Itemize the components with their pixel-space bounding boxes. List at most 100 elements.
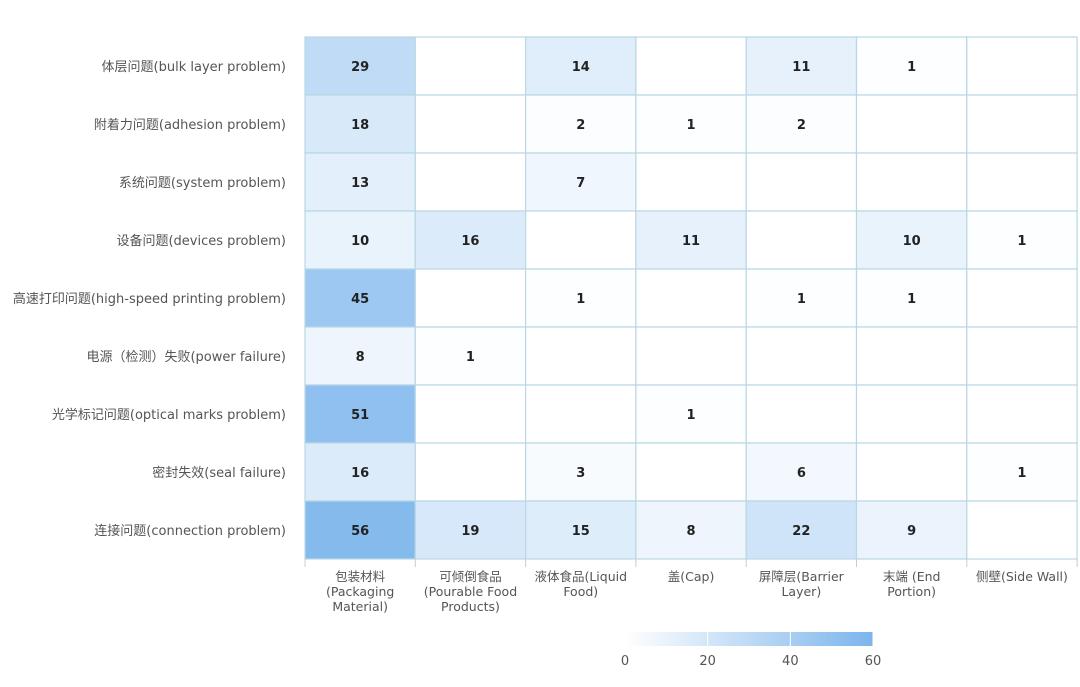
heatmap-cell xyxy=(635,94,747,154)
column-labels: 包装材料(Packaging Material) 可倾倒食品(Pourable Fo… xyxy=(304,559,1078,614)
heatmap-cell xyxy=(855,152,968,212)
column-label: 盖(Cap) xyxy=(668,569,715,584)
legend-tick-label: 60 xyxy=(865,654,882,669)
heatmap-cell xyxy=(966,384,1078,444)
cell-value-label: 16 xyxy=(461,234,479,249)
cell-value-label: 6 xyxy=(797,466,806,481)
heatmap-cell xyxy=(304,442,416,502)
cell-value-label: 8 xyxy=(356,350,365,365)
heatmap-cell xyxy=(635,36,747,96)
column-label-line: Portion) xyxy=(887,584,936,599)
cell-value-label: 29 xyxy=(351,60,369,75)
cell-value-label: 1 xyxy=(1017,466,1026,481)
heatmap-cell xyxy=(745,94,858,154)
heatmap-cell xyxy=(524,442,637,502)
row-label: 密封失效(seal failure) xyxy=(152,465,286,481)
heatmap-cell xyxy=(524,36,637,96)
cell-value-label: 1 xyxy=(466,350,475,365)
row-label: 连接问题(connection problem) xyxy=(94,523,286,539)
heatmap-cell xyxy=(966,268,1078,328)
heatmap-cell xyxy=(414,384,527,444)
heatmap-cell xyxy=(855,500,968,560)
cell-value-label: 7 xyxy=(576,176,585,191)
cell-value-label: 1 xyxy=(797,292,806,307)
heatmap-cell xyxy=(414,210,527,270)
column-label-line: 末端 (End xyxy=(883,569,941,584)
column-label-line: 侧壁(Side Wall) xyxy=(976,569,1068,584)
column-label: 侧壁(Side Wall) xyxy=(976,569,1068,584)
cell-value-label: 10 xyxy=(903,234,921,249)
column-label: 包装材料(Packaging Material) xyxy=(326,569,394,614)
column-label: 液体食品(Liquid Food) xyxy=(534,569,627,599)
heatmap-cell xyxy=(745,152,858,212)
legend-gradient-bar xyxy=(625,632,873,646)
heatmap-cell xyxy=(745,36,858,96)
heatmap-cell xyxy=(524,500,637,560)
color-legend: 0 20 40 60 xyxy=(621,632,881,669)
heatmap-cell xyxy=(635,268,747,328)
column-label-line: 屏障层(Barrier xyxy=(759,569,845,584)
column-label-line: 液体食品(Liquid xyxy=(534,569,627,584)
column-label-line: Products) xyxy=(441,599,500,614)
column-label-line: Material) xyxy=(332,599,388,614)
heatmap-cell xyxy=(966,442,1078,502)
legend-tick-label: 0 xyxy=(621,654,629,669)
cell-value-label: 56 xyxy=(351,524,369,539)
cell-value-label: 2 xyxy=(576,118,585,133)
heatmap-cell xyxy=(414,152,527,212)
heatmap-cell xyxy=(745,442,858,502)
heatmap-cell xyxy=(414,36,527,96)
cell-value-label: 1 xyxy=(687,408,696,423)
cell-value-label: 1 xyxy=(1017,234,1026,249)
heatmap-cell xyxy=(414,442,527,502)
heatmap-cell xyxy=(855,326,968,386)
heatmap-cell xyxy=(304,326,416,386)
cell-value-label: 8 xyxy=(687,524,696,539)
cell-value-label: 14 xyxy=(572,60,590,75)
column-label: 末端 (End Portion) xyxy=(883,569,941,599)
heatmap-cell xyxy=(745,326,858,386)
heatmap-cell xyxy=(745,384,858,444)
column-label: 屏障层(Barrier Layer) xyxy=(759,569,845,599)
cell-value-label: 51 xyxy=(351,408,369,423)
heatmap-cell xyxy=(855,94,968,154)
column-label-line: Food) xyxy=(563,584,598,599)
row-label: 系统问题(system problem) xyxy=(119,176,286,191)
row-label: 电源（检测）失败(power failure) xyxy=(86,350,286,365)
column-label-line: (Pourable Food xyxy=(424,584,517,599)
heatmap-cell xyxy=(304,152,416,212)
cell-value-label: 45 xyxy=(351,292,369,307)
cell-value-label: 10 xyxy=(351,234,369,249)
column-label-line: Layer) xyxy=(781,584,821,599)
heatmap-cell xyxy=(855,268,968,328)
cell-value-label: 15 xyxy=(572,524,590,539)
heatmap-cell xyxy=(524,268,637,328)
heatmap-cell xyxy=(414,268,527,328)
heatmap-cell xyxy=(966,210,1078,270)
heatmap-cell xyxy=(304,36,416,96)
heatmap-cell xyxy=(414,500,527,560)
column-label-line: (Packaging xyxy=(326,584,394,599)
cell-value-label: 1 xyxy=(907,60,916,75)
heatmap-cell xyxy=(855,384,968,444)
cell-value-label: 1 xyxy=(576,292,585,307)
heatmap-cell xyxy=(635,500,747,560)
cell-value-label: 3 xyxy=(576,466,585,481)
heatmap-cell xyxy=(966,36,1078,96)
heatmap-cell xyxy=(414,326,527,386)
heatmap-cell xyxy=(635,152,747,212)
heatmap-cell xyxy=(524,326,637,386)
cell-value-label: 18 xyxy=(351,118,369,133)
cell-value-label: 13 xyxy=(351,176,369,191)
column-label-line: 可倾倒食品 xyxy=(439,569,502,584)
column-label-line: 包装材料 xyxy=(335,569,386,584)
cell-value-label: 2 xyxy=(797,118,806,133)
cell-value-label: 9 xyxy=(907,524,916,539)
row-label: 设备问题(devices problem) xyxy=(116,233,286,249)
heatmap-cell xyxy=(966,94,1078,154)
heatmap-cell xyxy=(524,152,637,212)
heatmap-cell xyxy=(745,268,858,328)
legend-tick-label: 40 xyxy=(782,654,799,669)
cell-value-label: 1 xyxy=(687,118,696,133)
